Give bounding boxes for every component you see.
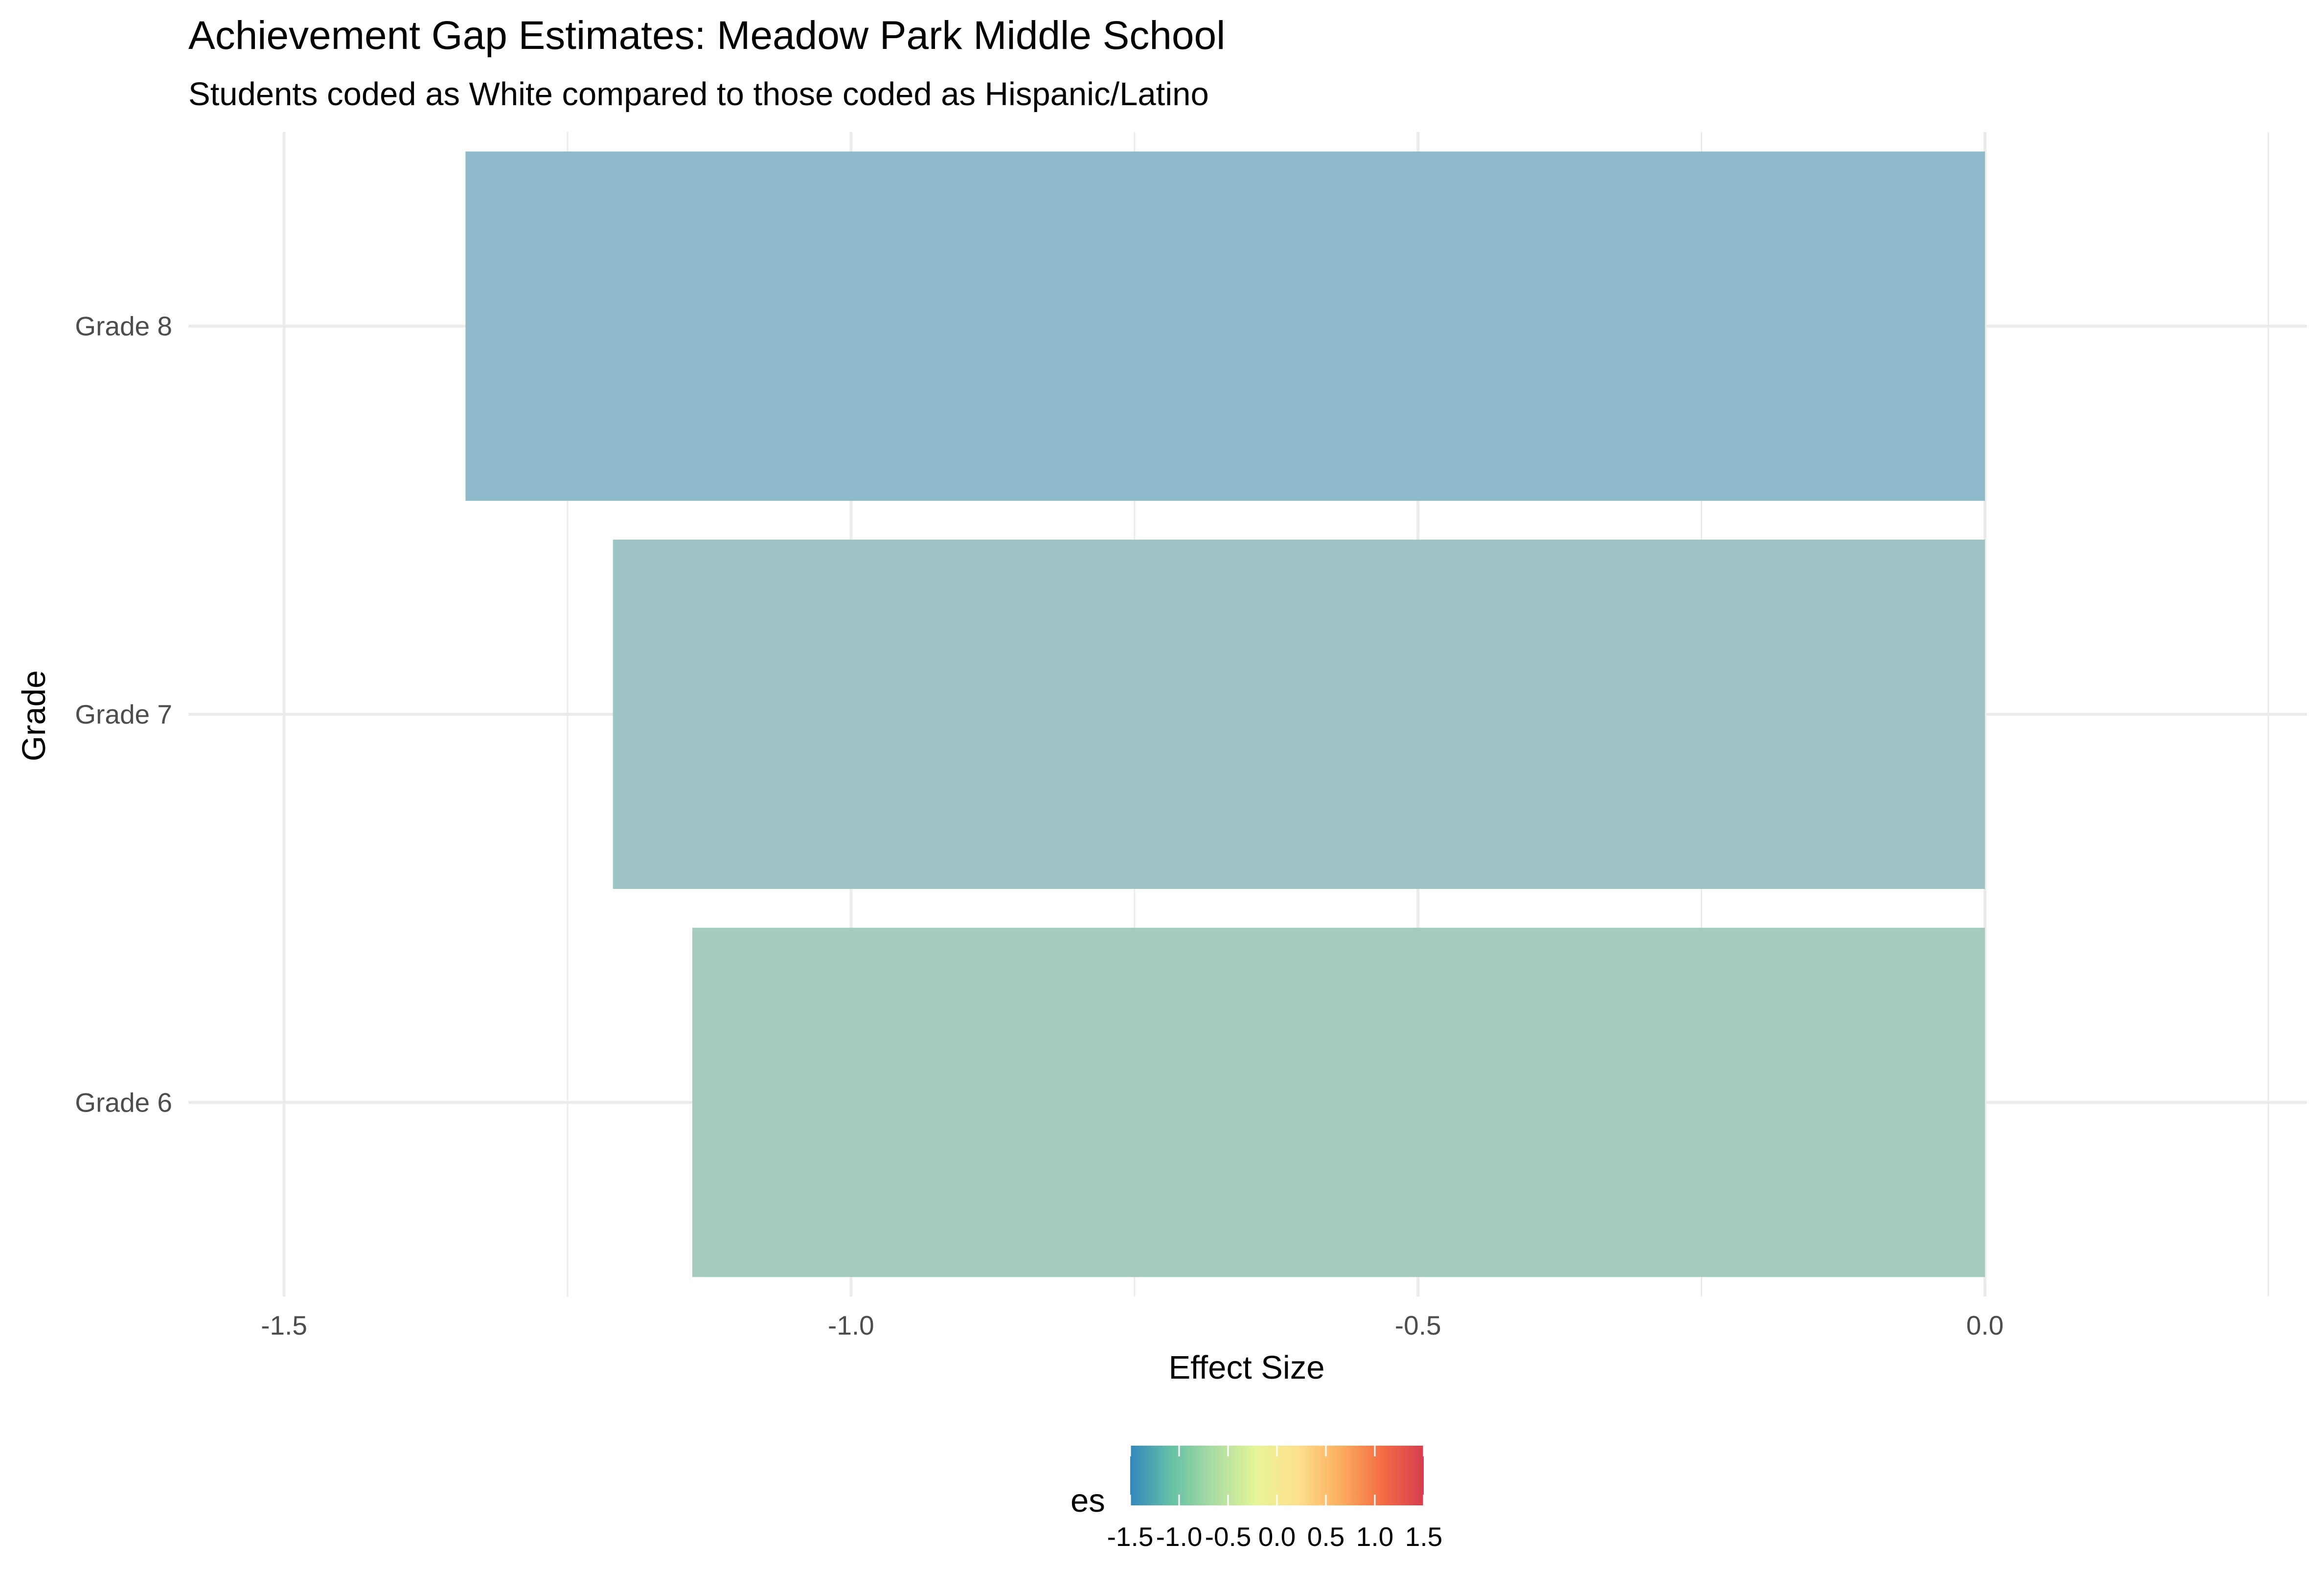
chart-title: Achievement Gap Estimates: Meadow Park M… <box>188 13 1225 58</box>
legend-tick-label: 0.0 <box>1258 1522 1296 1552</box>
legend-tick-label: -0.5 <box>1205 1522 1252 1552</box>
legend-tick-label: 0.5 <box>1307 1522 1344 1552</box>
x-tick-label: -0.5 <box>1395 1310 1441 1340</box>
x-tick-label: 0.0 <box>1966 1310 2004 1340</box>
y-tick-label: Grade 7 <box>75 699 172 729</box>
x-tick-label: -1.5 <box>261 1310 307 1340</box>
chart-subtitle: Students coded as White compared to thos… <box>188 76 1209 113</box>
bar-grade-8 <box>465 151 1985 501</box>
y-axis-ticks: Grade 6 Grade 7 Grade 8 <box>75 311 172 1118</box>
y-axis-title: Grade <box>16 670 52 761</box>
y-tick-label: Grade 6 <box>75 1087 172 1117</box>
legend-tick-label: -1.0 <box>1156 1522 1203 1552</box>
x-axis-ticks: -1.5 -1.0 -0.5 0.0 <box>261 1310 2004 1340</box>
x-tick-label: -1.0 <box>828 1310 874 1340</box>
bars <box>465 151 1985 1277</box>
bar-grade-7 <box>613 540 1985 889</box>
x-axis-title: Effect Size <box>1168 1349 1324 1386</box>
bar-grade-6 <box>692 928 1985 1277</box>
legend-ticks: -1.5 -1.0 -0.5 0.0 0.5 1.0 1.5 <box>1107 1446 1442 1552</box>
legend-title: es <box>1071 1482 1105 1519</box>
y-tick-label: Grade 8 <box>75 311 172 341</box>
legend-tick-label: -1.5 <box>1107 1522 1154 1552</box>
legend-tick-label: 1.0 <box>1356 1522 1393 1552</box>
legend-tick-label: 1.5 <box>1405 1522 1442 1552</box>
legend: es -1.5 -1.0 -0.5 0.0 0.5 1.0 1.5 <box>1071 1446 1442 1552</box>
